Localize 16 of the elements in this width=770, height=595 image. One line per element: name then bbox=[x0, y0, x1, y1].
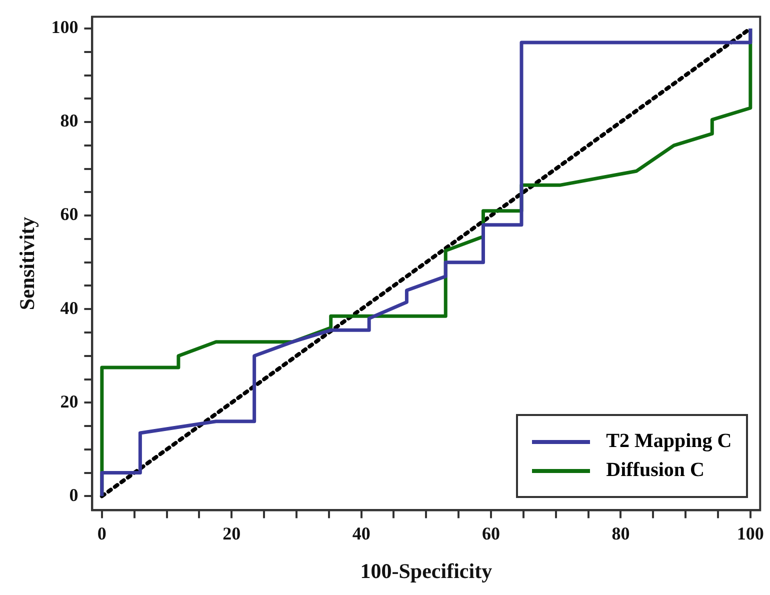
y-tick-label: 100 bbox=[51, 17, 78, 38]
legend-label: Diffusion C bbox=[606, 459, 704, 482]
y-axis-title: Sensitivity bbox=[15, 216, 40, 310]
x-tick-label: 40 bbox=[352, 524, 370, 544]
y-tick-label: 80 bbox=[60, 110, 78, 131]
y-tick-label: 0 bbox=[69, 484, 78, 505]
x-axis-title: 100-Specificity bbox=[360, 558, 493, 583]
y-tick-label: 20 bbox=[60, 391, 78, 412]
x-tick-label: 60 bbox=[482, 524, 500, 544]
x-tick-label: 100 bbox=[736, 524, 764, 544]
legend-label: T2 Mapping C bbox=[606, 430, 732, 454]
y-tick-label: 40 bbox=[60, 298, 78, 318]
x-tick-label: 0 bbox=[97, 524, 106, 544]
x-tick-label: 80 bbox=[612, 524, 630, 544]
x-tick-label: 20 bbox=[222, 524, 241, 544]
y-tick-label: 60 bbox=[60, 204, 78, 224]
